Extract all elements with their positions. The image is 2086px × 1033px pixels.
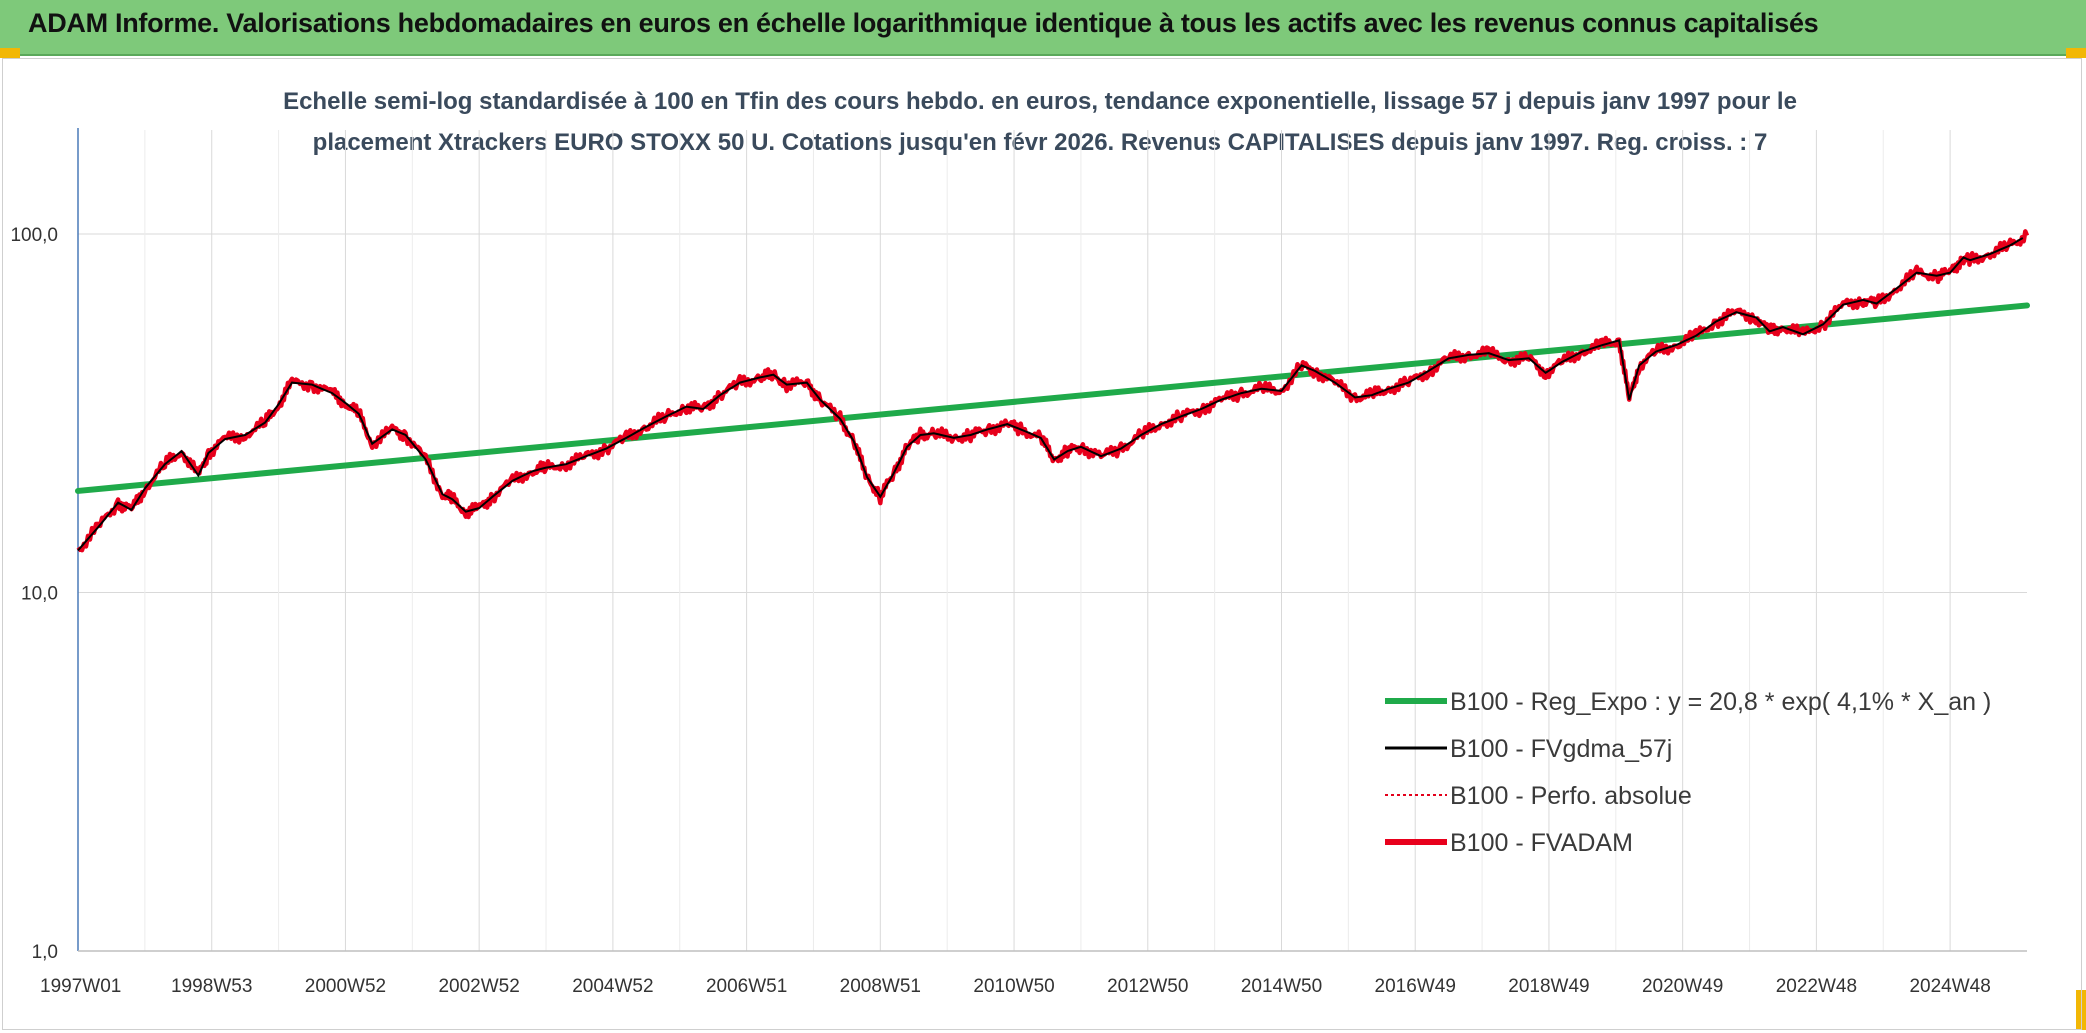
x-tick-label: 2002W52 xyxy=(438,976,519,997)
x-tick-label: 2004W52 xyxy=(572,976,653,997)
x-tick-label: 1997W01 xyxy=(40,976,121,997)
y-tick-label: 10,0 xyxy=(21,584,58,605)
x-tick-label: 2010W50 xyxy=(973,976,1054,997)
axes: 1,0 10,0 100,0 1997W01 1998W53 2000W52 2002W52… xyxy=(10,128,2027,997)
series-lines xyxy=(75,229,2030,553)
chart-legend: B100 - Reg_Expo : y = 20,8 * exp( 4,1% *… xyxy=(1385,688,1991,857)
report-header: ADAM Informe. Valorisations hebdomadaire… xyxy=(0,0,2086,56)
x-tick-label: 2024W48 xyxy=(1909,976,1990,997)
x-tick-label: 1998W53 xyxy=(171,976,252,997)
series-fvadam-line xyxy=(76,229,2030,553)
corner-marker-right xyxy=(2066,48,2086,58)
x-tick-label: 2022W48 xyxy=(1776,976,1857,997)
series-fvgdma-line xyxy=(77,237,2024,552)
series-reg-expo-line xyxy=(75,302,2030,494)
series-perfo-line xyxy=(77,229,2028,552)
x-tick-label: 2020W49 xyxy=(1642,976,1723,997)
x-tick-label: 2000W52 xyxy=(305,976,386,997)
x-tick-label: 2006W51 xyxy=(706,976,787,997)
gridlines xyxy=(77,130,2027,951)
y-tick-label: 100,0 xyxy=(10,225,58,246)
legend-label: B100 - FVADAM xyxy=(1450,829,1633,857)
x-tick-label: 2016W49 xyxy=(1375,976,1456,997)
legend-label: B100 - FVgdma_57j xyxy=(1450,735,1672,763)
report-title: ADAM Informe. Valorisations hebdomadaire… xyxy=(28,8,1819,38)
x-tick-label: 2008W51 xyxy=(840,976,921,997)
legend-label: B100 - Reg_Expo : y = 20,8 * exp( 4,1% *… xyxy=(1450,688,1991,716)
chart-frame xyxy=(2,58,2082,1030)
x-tick-label: 2012W50 xyxy=(1107,976,1188,997)
y-tick-label: 1,0 xyxy=(32,942,58,963)
chart-subtitle-line2: placement Xtrackers EURO STOXX 50 U. Cot… xyxy=(312,129,1768,156)
corner-marker-left xyxy=(0,48,20,58)
legend-label: B100 - Perfo. absolue xyxy=(1450,782,1692,810)
x-tick-label: 2018W49 xyxy=(1508,976,1589,997)
chart-subtitle-line1: Echelle semi-log standardisée à 100 en T… xyxy=(283,88,1797,115)
x-tick-label: 2014W50 xyxy=(1241,976,1322,997)
